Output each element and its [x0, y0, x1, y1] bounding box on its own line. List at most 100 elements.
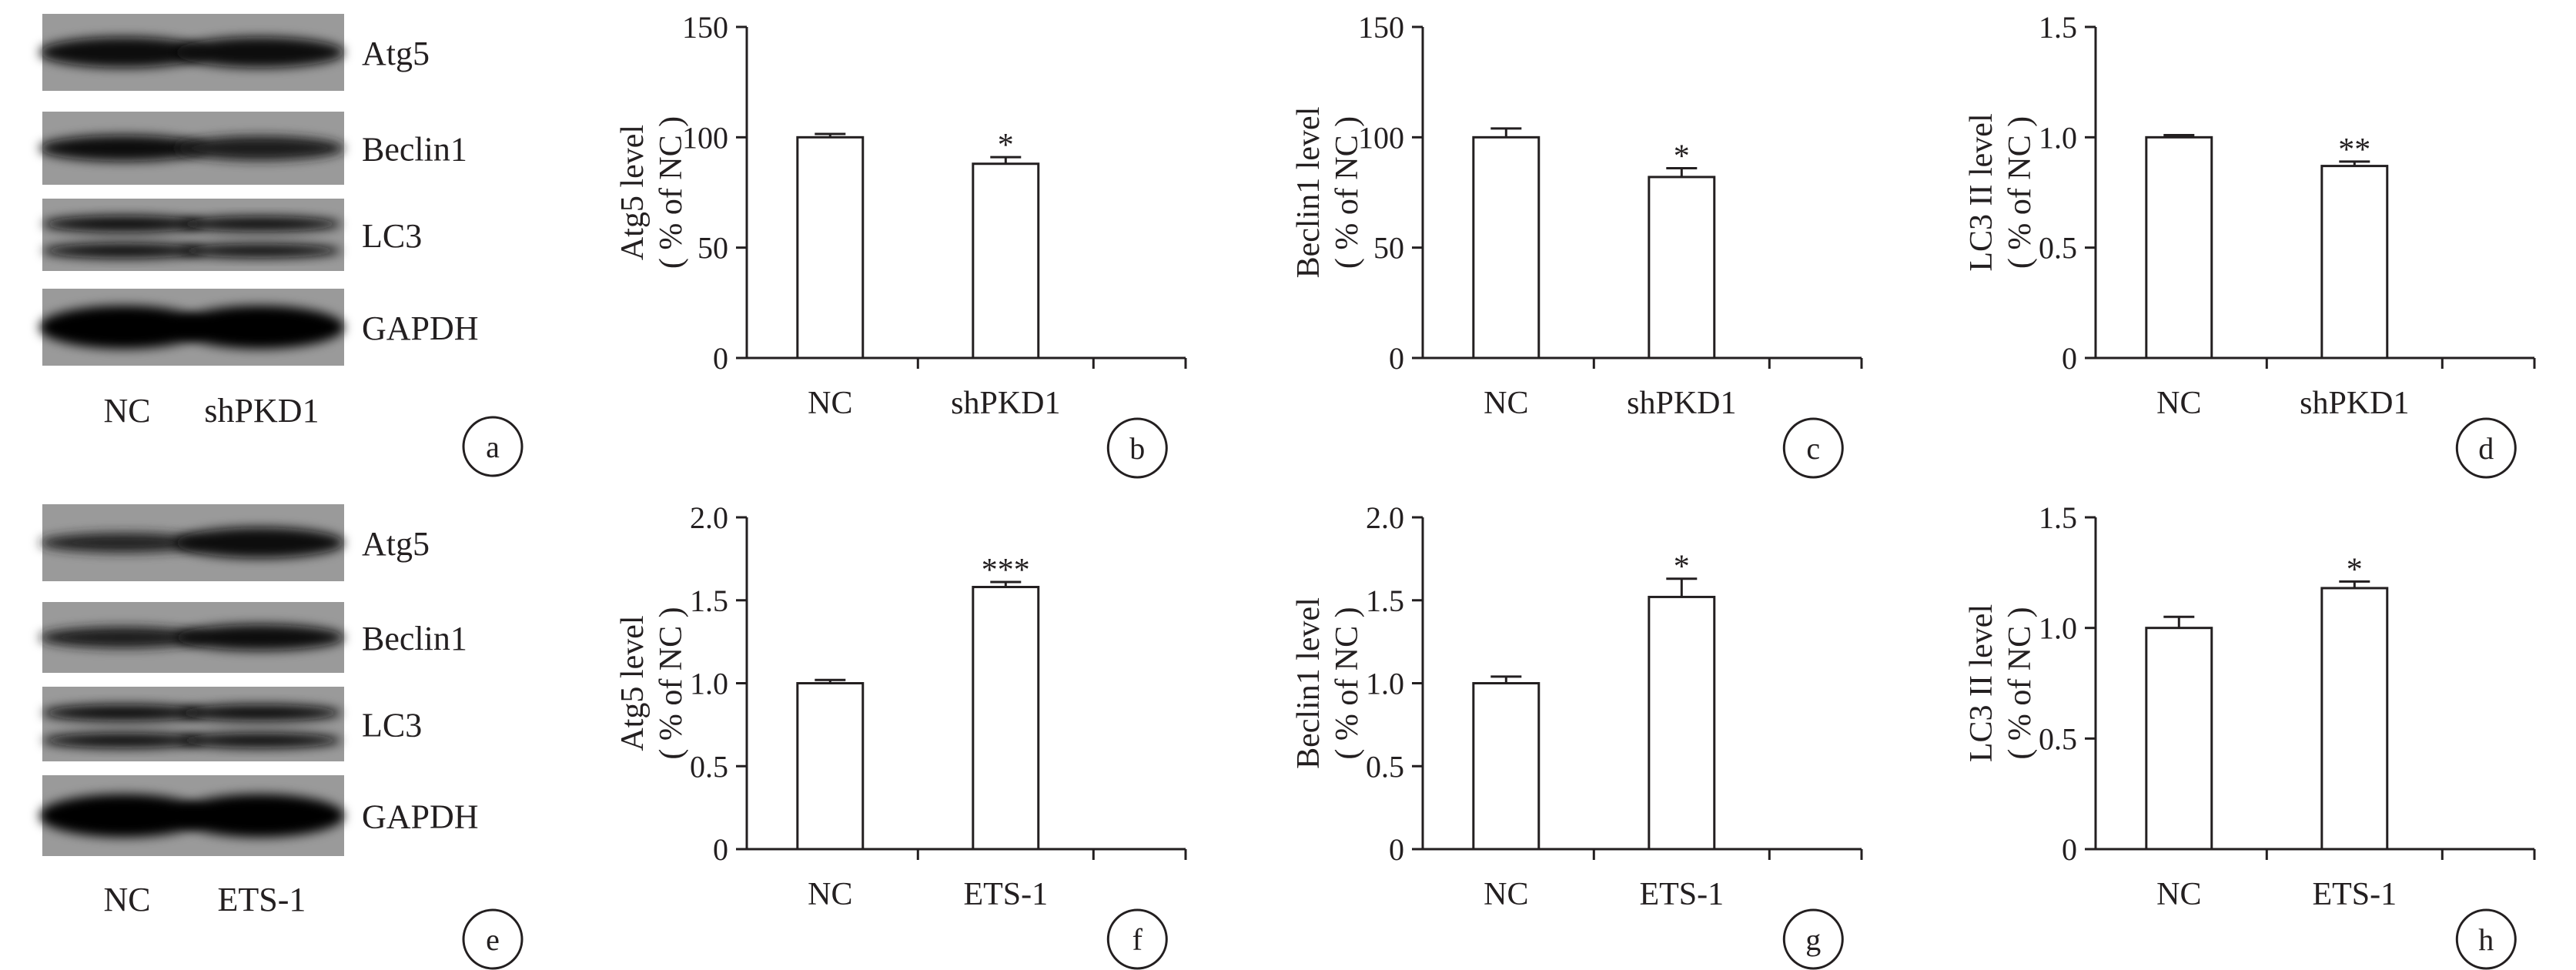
blot-band — [175, 37, 344, 68]
bar-chart: 0 0.5 1.0 1.5 NC ** shPKD1 LC3 II level( % of N… — [1964, 10, 2536, 479]
panel-letter-circle — [1106, 417, 1168, 479]
blot-band — [175, 527, 344, 558]
blot-band — [42, 215, 206, 232]
y-axis-unit-label: ( % of NC ) — [2002, 607, 2038, 759]
x-category-label: shPKD1 — [2300, 386, 2409, 421]
blot-band — [39, 37, 209, 68]
panel-letter-circle — [1106, 908, 1168, 970]
panel-letter-circle — [1782, 908, 1844, 970]
protein-label: LC3 — [362, 217, 422, 255]
significance-marker: ** — [2338, 132, 2370, 168]
bar — [2145, 135, 2213, 360]
blot-strip — [42, 199, 344, 271]
blot-strip — [39, 602, 344, 673]
protein-label: GAPDH — [362, 309, 479, 347]
panel-letter-circle — [2455, 417, 2517, 479]
y-axis-unit-label: ( % of NC ) — [654, 607, 689, 759]
panel-letter: f — [1106, 908, 1168, 970]
x-category-label: NC — [2156, 386, 2201, 421]
y-tick-label: 1.0 — [1366, 667, 1404, 701]
y-tick-label: 0 — [1389, 832, 1404, 867]
significance-marker: * — [998, 128, 1014, 163]
x-category-label: ETS-1 — [963, 877, 1048, 912]
y-tick-label: 0 — [2062, 832, 2077, 867]
y-tick-label: 0.5 — [2039, 721, 2077, 756]
y-tick-label: 0.5 — [1366, 749, 1404, 784]
blot-background — [42, 199, 344, 271]
blot-strip — [42, 687, 344, 761]
blot-band — [42, 704, 206, 721]
blot-band — [175, 306, 344, 349]
y-tick-label: 1.5 — [1366, 584, 1404, 618]
bar-chart: 0 0.5 1.0 1.5 NC * ETS-1 LC3 II level( % of NC … — [1964, 500, 2536, 970]
blot-band — [178, 732, 342, 748]
panel-letter: b — [1106, 417, 1168, 479]
panel-letter-circle — [462, 908, 524, 970]
panel-letter-text: f — [1132, 922, 1143, 957]
blot-band — [178, 243, 342, 258]
bar — [2320, 165, 2389, 360]
y-tick-label: 0 — [713, 832, 728, 867]
bar — [972, 586, 1040, 851]
y-axis-label: LC3 II level — [1964, 604, 1999, 762]
panel-letter-text: e — [486, 922, 500, 957]
y-tick-label: 150 — [1358, 10, 1404, 45]
protein-label: Beclin1 — [362, 620, 467, 657]
significance-marker: * — [1674, 139, 1690, 174]
y-tick-label: 1.5 — [690, 584, 728, 618]
panel-letter-circle — [462, 416, 524, 477]
x-category-label: NC — [1484, 386, 1528, 421]
y-tick-label: 0.5 — [690, 749, 728, 784]
lane-label: ETS-1 — [218, 881, 306, 918]
y-tick-label: 2.0 — [1366, 500, 1404, 535]
bar-chart: 0 0.5 1.0 1.5 2.0 NC *** ETS-1 Atg5 level( % of … — [615, 500, 1187, 970]
bar-chart: 0 50 100 150 NC * shPKD1 Atg5 level( % of NC ) b — [615, 10, 1187, 479]
blot-band — [39, 306, 209, 349]
panel-letter: a — [462, 416, 524, 477]
y-tick-label: 100 — [682, 120, 728, 155]
y-tick-label: 0 — [1389, 341, 1404, 376]
western-blot-panel: Atg5 Beclin1 LC3 GAPDH NC shPKD1 a — [39, 14, 524, 477]
y-axis-unit-label: ( % of NC ) — [1330, 116, 1365, 269]
blot-background — [42, 687, 344, 761]
y-tick-label: 100 — [1358, 120, 1404, 155]
y-axis-label: Beclin1 level — [1291, 107, 1326, 279]
bar — [2320, 587, 2389, 851]
y-tick-label: 0.5 — [2039, 231, 2077, 266]
blot-band — [39, 627, 209, 648]
bar — [796, 682, 865, 851]
panel-letter: h — [2455, 908, 2517, 970]
panel-letter-text: a — [486, 430, 500, 464]
x-category-label: shPKD1 — [1627, 386, 1736, 421]
y-axis-label: Atg5 level — [615, 615, 651, 751]
x-category-label: ETS-1 — [2312, 877, 2397, 912]
panel-letter-text: c — [1806, 431, 1820, 466]
blot-band — [175, 135, 344, 161]
y-tick-label: 0 — [713, 341, 728, 376]
y-tick-label: 1.0 — [2039, 611, 2077, 646]
y-axis-label: Atg5 level — [615, 125, 651, 260]
y-tick-label: 1.5 — [2039, 500, 2077, 535]
x-category-label: NC — [808, 877, 852, 912]
x-category-label: shPKD1 — [951, 386, 1060, 421]
bar — [1648, 595, 1716, 851]
significance-marker: * — [2347, 552, 2363, 587]
y-tick-label: 50 — [1373, 231, 1404, 266]
bar — [1472, 682, 1541, 851]
panel-letter-text: h — [2478, 922, 2494, 957]
y-tick-label: 50 — [698, 231, 728, 266]
x-category-label: ETS-1 — [1639, 877, 1724, 912]
panel-letter-circle — [1782, 417, 1844, 479]
blot-band — [39, 794, 209, 838]
x-category-label: NC — [1484, 877, 1528, 912]
x-category-label: NC — [2156, 877, 2201, 912]
bar-chart: 0 0.5 1.0 1.5 2.0 NC * ETS-1 Beclin1 level( % of… — [1291, 500, 1863, 970]
blot-strip — [39, 14, 344, 91]
blot-band — [42, 732, 206, 748]
y-tick-label: 1.0 — [2039, 120, 2077, 155]
y-axis-unit-label: ( % of NC ) — [1330, 607, 1365, 759]
y-tick-label: 1.5 — [2039, 10, 2077, 45]
y-tick-label: 150 — [682, 10, 728, 45]
y-tick-label: 0 — [2062, 341, 2077, 376]
